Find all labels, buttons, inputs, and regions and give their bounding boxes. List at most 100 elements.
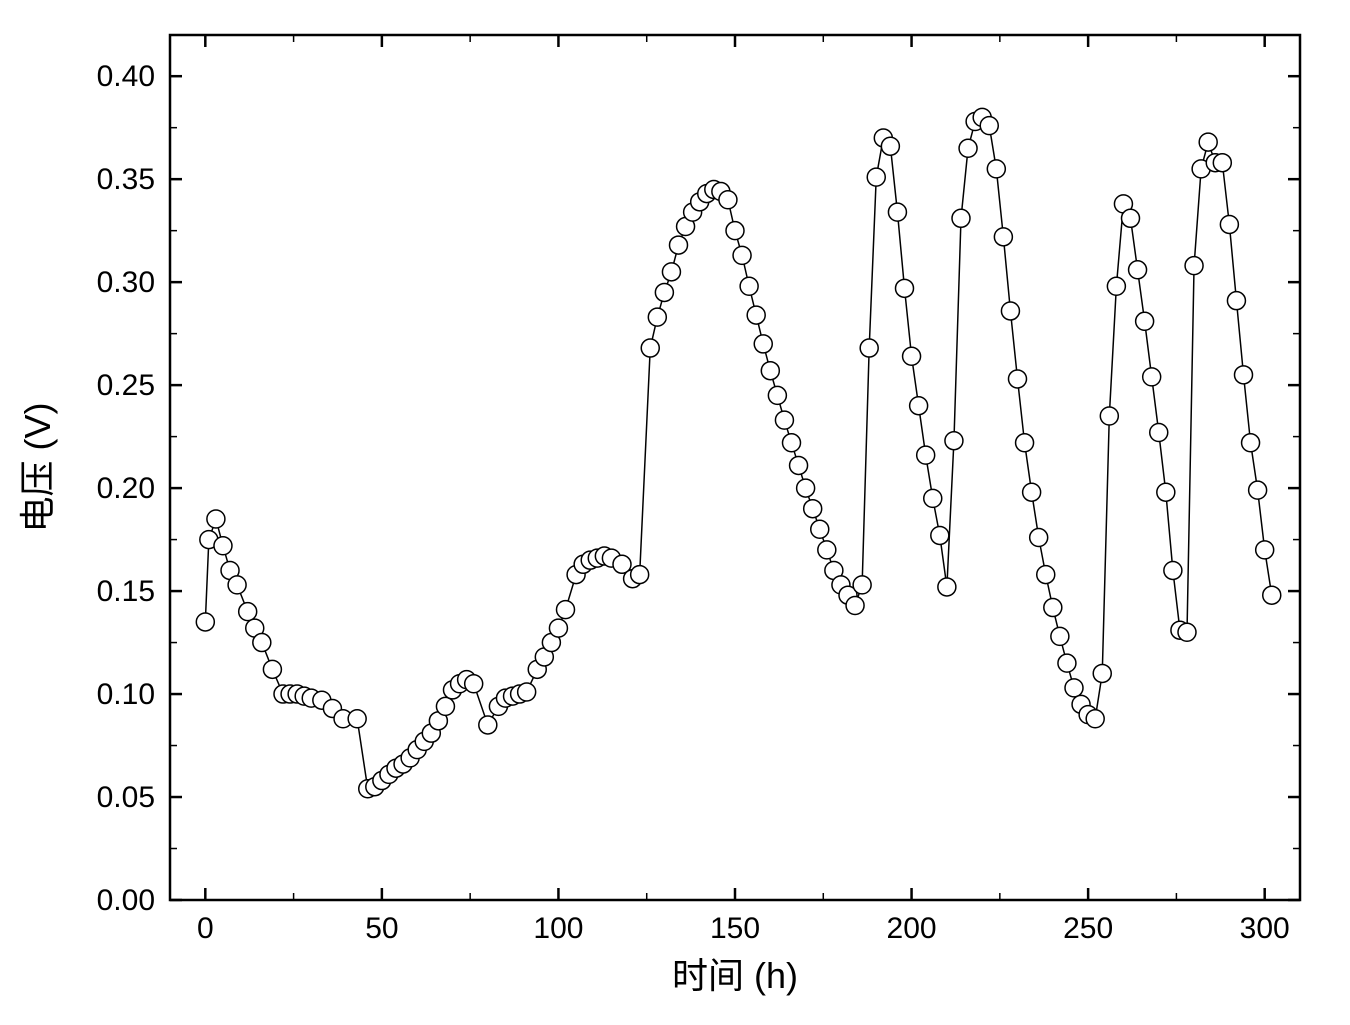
data-marker: [1242, 434, 1260, 452]
data-marker: [1023, 483, 1041, 501]
x-tick-label: 200: [887, 912, 937, 945]
data-marker: [1100, 407, 1118, 425]
data-marker: [860, 339, 878, 357]
data-marker: [811, 520, 829, 538]
data-marker: [1150, 423, 1168, 441]
data-marker: [783, 434, 801, 452]
data-marker: [1220, 215, 1238, 233]
data-marker: [740, 277, 758, 295]
data-marker: [631, 566, 649, 584]
data-marker: [655, 283, 673, 301]
data-marker: [917, 446, 935, 464]
data-marker: [747, 306, 765, 324]
data-marker: [214, 537, 232, 555]
data-marker: [1016, 434, 1034, 452]
data-marker: [662, 263, 680, 281]
data-marker: [804, 500, 822, 518]
data-marker: [1030, 529, 1048, 547]
data-marker: [931, 526, 949, 544]
data-marker: [761, 362, 779, 380]
data-marker: [818, 541, 836, 559]
data-marker: [853, 576, 871, 594]
y-tick-label: 0.20: [97, 472, 155, 505]
data-marker: [1107, 277, 1125, 295]
data-marker: [641, 339, 659, 357]
x-tick-label: 250: [1063, 912, 1113, 945]
data-marker: [1199, 133, 1217, 151]
data-marker: [1044, 599, 1062, 617]
data-marker: [239, 603, 257, 621]
data-marker: [1058, 654, 1076, 672]
data-marker: [196, 613, 214, 631]
data-marker: [1164, 561, 1182, 579]
y-tick-label: 0.15: [97, 575, 155, 608]
x-tick-label: 150: [710, 912, 760, 945]
data-marker: [945, 432, 963, 450]
data-marker: [987, 160, 1005, 178]
voltage-time-chart: 0 50 100 150 200 250 300 0.00 0.05 0.10 0.15 0.20 0.…: [0, 0, 1350, 1025]
data-marker: [938, 578, 956, 596]
data-marker: [1065, 679, 1083, 697]
data-marker: [436, 697, 454, 715]
data-marker: [1185, 257, 1203, 275]
data-marker: [1037, 566, 1055, 584]
data-marker: [1213, 154, 1231, 172]
x-tick-label: 100: [533, 912, 583, 945]
data-marker: [797, 479, 815, 497]
data-marker: [1093, 664, 1111, 682]
y-tick-label: 0.35: [97, 163, 155, 196]
data-marker: [910, 397, 928, 415]
data-marker: [719, 191, 737, 209]
data-marker: [959, 139, 977, 157]
data-marker: [648, 308, 666, 326]
data-marker: [207, 510, 225, 528]
data-marker: [952, 209, 970, 227]
data-marker: [1256, 541, 1274, 559]
data-marker: [557, 601, 575, 619]
plot-border: [170, 35, 1300, 900]
data-marker: [1086, 710, 1104, 728]
y-tick-label: 0.00: [97, 884, 155, 917]
data-marker: [263, 660, 281, 678]
data-marker: [1249, 481, 1267, 499]
data-marker: [465, 675, 483, 693]
data-marker: [888, 203, 906, 221]
data-marker: [924, 489, 942, 507]
data-marker: [228, 576, 246, 594]
data-marker: [881, 137, 899, 155]
data-marker: [1263, 586, 1281, 604]
data-marker: [1227, 292, 1245, 310]
y-tick-label: 0.10: [97, 678, 155, 711]
data-marker: [348, 710, 366, 728]
data-marker: [479, 716, 497, 734]
data-marker: [253, 634, 271, 652]
x-tick-label: 300: [1240, 912, 1290, 945]
data-marker: [768, 386, 786, 404]
x-tick-label: 0: [197, 912, 214, 945]
data-marker: [670, 236, 688, 254]
data-marker: [867, 168, 885, 186]
data-marker: [903, 347, 921, 365]
data-marker: [790, 456, 808, 474]
data-marker: [1136, 312, 1154, 330]
data-marker: [1122, 209, 1140, 227]
data-marker: [1051, 627, 1069, 645]
data-marker: [1178, 623, 1196, 641]
data-marker: [1157, 483, 1175, 501]
data-marker: [549, 619, 567, 637]
data-marker: [1143, 368, 1161, 386]
data-marker: [1235, 366, 1253, 384]
y-tick-label: 0.05: [97, 781, 155, 814]
data-marker: [980, 117, 998, 135]
data-marker: [726, 222, 744, 240]
chart-container: 0 50 100 150 200 250 300 0.00 0.05 0.10 0.15 0.20 0.…: [0, 0, 1350, 1025]
data-marker: [1001, 302, 1019, 320]
data-marker: [733, 246, 751, 264]
data-marker: [846, 596, 864, 614]
y-axis-label: 电压 (V): [17, 403, 58, 533]
y-tick-label: 0.30: [97, 266, 155, 299]
x-tick-label: 50: [365, 912, 398, 945]
data-marker: [1129, 261, 1147, 279]
y-tick-label: 0.40: [97, 60, 155, 93]
data-marker: [896, 279, 914, 297]
